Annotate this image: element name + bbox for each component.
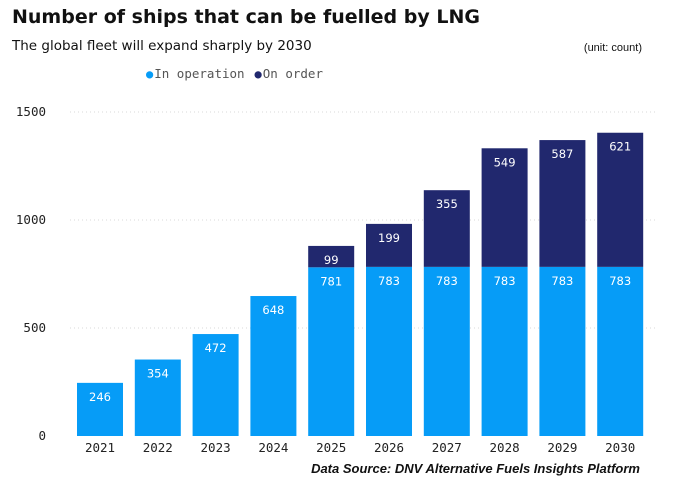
x-tick-label: 2028 [490, 440, 520, 455]
bar-in-operation [481, 266, 528, 436]
data-label-in-operation: 783 [609, 274, 631, 288]
x-tick-label: 2026 [374, 440, 404, 455]
data-label-in-operation: 246 [89, 390, 111, 404]
legend-item-in-operation[interactable]: ● In operation [146, 66, 245, 81]
bar-on-order [481, 148, 528, 267]
y-tick-label: 1000 [16, 212, 46, 227]
bar-in-operation [192, 334, 239, 436]
y-tick-label: 1500 [16, 104, 46, 119]
x-tick-label: 2023 [201, 440, 231, 455]
x-tick-label: 2024 [258, 440, 288, 455]
data-label-on-order: 355 [436, 197, 458, 211]
bar-on-order [423, 190, 470, 267]
unit-note: (unit: count) [583, 42, 642, 54]
chart-subtitle: The global fleet will expand sharply by … [12, 38, 312, 54]
data-label-on-order: 99 [324, 253, 339, 267]
bar-on-order [539, 140, 586, 267]
data-label-in-operation: 783 [551, 274, 573, 288]
data-label-on-order: 549 [494, 155, 516, 169]
bar-on-order [597, 132, 644, 267]
data-label-on-order: 199 [378, 231, 400, 245]
legend-item-on-order[interactable]: ● On order [255, 66, 323, 81]
data-label-on-order: 587 [551, 147, 573, 161]
y-tick-label: 0 [38, 428, 46, 443]
bar-in-operation [134, 359, 181, 436]
x-tick-label: 2027 [432, 440, 462, 455]
bar-on-order [308, 245, 355, 268]
chart-title: Number of ships that can be fuelled by L… [12, 6, 480, 28]
data-label-in-operation: 648 [262, 303, 284, 317]
bar-in-operation [539, 266, 586, 436]
legend-dot-in-operation: ● [146, 66, 154, 81]
bar-in-operation [597, 266, 644, 436]
x-tick-label: 2022 [143, 440, 173, 455]
data-label-in-operation: 472 [205, 341, 227, 355]
data-label-in-operation: 781 [320, 274, 342, 288]
x-tick-label: 2029 [547, 440, 577, 455]
bar-on-order [366, 223, 412, 267]
bar-in-operation [423, 266, 470, 436]
data-label-in-operation: 783 [436, 274, 458, 288]
bar-in-operation [366, 266, 412, 436]
data-label-in-operation: 783 [494, 274, 516, 288]
legend: ● In operation ● On order [146, 66, 323, 81]
data-label-in-operation: 783 [378, 274, 400, 288]
x-tick-label: 2030 [605, 440, 635, 455]
data-label-on-order: 621 [609, 140, 631, 154]
legend-dot-on-order: ● [254, 66, 262, 81]
x-tick-label: 2021 [85, 440, 115, 455]
data-source-note: Data Source: DNV Alternative Fuels Insig… [311, 461, 640, 476]
bar-in-operation [250, 296, 297, 436]
legend-label-in-operation: In operation [154, 66, 245, 81]
x-tick-label: 2025 [316, 440, 346, 455]
bar-in-operation [308, 267, 355, 436]
y-tick-label: 500 [23, 320, 46, 335]
data-label-in-operation: 354 [147, 367, 169, 381]
bar-in-operation [77, 382, 123, 436]
legend-label-on-order: On order [262, 66, 323, 81]
